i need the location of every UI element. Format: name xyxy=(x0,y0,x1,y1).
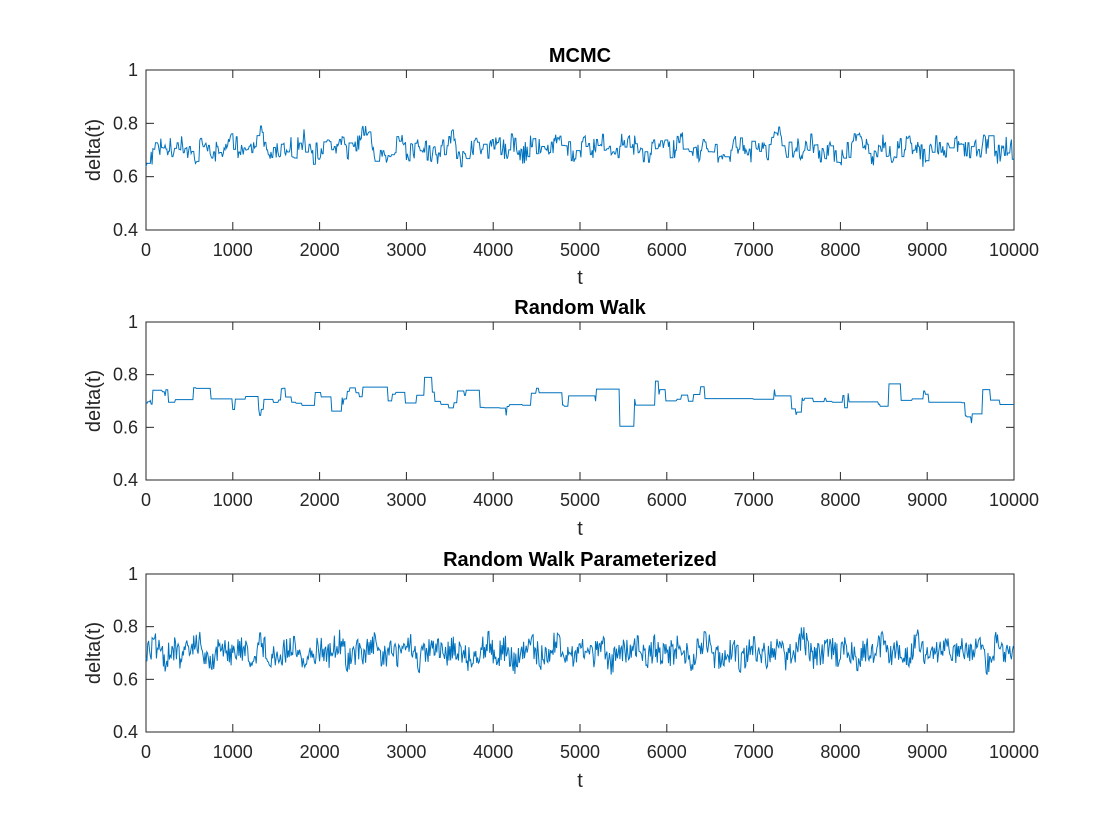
x-axis-label: t xyxy=(577,267,583,289)
y-tick-label: 1 xyxy=(128,312,138,332)
tick-layer: 0 1000 2000 3000 4000 5000 6000 7000 8000 9000 100… xyxy=(113,312,1039,510)
x-tick-label: 2000 xyxy=(300,240,340,260)
x-tick-label: 3000 xyxy=(386,240,426,260)
y-axis-label: delta(t) xyxy=(83,622,105,684)
x-tick-label: 1000 xyxy=(213,240,253,260)
y-tick-label: 0.6 xyxy=(113,669,138,689)
subplot-title: Random Walk Parameterized xyxy=(443,549,717,571)
tick-layer: 0 1000 2000 3000 4000 5000 6000 7000 8000 9000 100… xyxy=(113,564,1039,762)
x-tick-label: 10000 xyxy=(989,240,1039,260)
x-axis-label: t xyxy=(577,770,583,792)
x-tick-label: 2000 xyxy=(300,742,340,762)
y-axis-label: delta(t) xyxy=(83,119,105,181)
x-tick-label: 9000 xyxy=(907,490,947,510)
x-tick-label: 4000 xyxy=(473,240,513,260)
series-line xyxy=(146,376,1014,427)
y-tick-label: 0.8 xyxy=(113,113,138,133)
x-tick-label: 4000 xyxy=(473,490,513,510)
x-tick-label: 8000 xyxy=(820,490,860,510)
x-tick-label: 10000 xyxy=(989,742,1039,762)
subplot-random-walk-parameterized: Random Walk Parameterized 0 1000 2000 3000 4… xyxy=(83,549,1039,792)
series-line xyxy=(145,627,1015,675)
y-tick-label: 0.8 xyxy=(113,365,138,385)
y-tick-label: 0.4 xyxy=(113,470,138,490)
x-tick-label: 1000 xyxy=(213,490,253,510)
y-tick-label: 0.6 xyxy=(113,417,138,437)
y-tick-label: 0.4 xyxy=(113,220,138,240)
x-tick-label: 1000 xyxy=(213,742,253,762)
plot-area xyxy=(145,573,1015,733)
x-tick-label: 9000 xyxy=(907,240,947,260)
plot-area xyxy=(145,69,1015,231)
x-tick-label: 7000 xyxy=(734,240,774,260)
x-tick-label: 9000 xyxy=(907,742,947,762)
y-tick-label: 1 xyxy=(128,564,138,584)
subplot-title: MCMC xyxy=(549,45,611,67)
x-tick-label: 5000 xyxy=(560,240,600,260)
y-tick-label: 0.6 xyxy=(113,167,138,187)
x-tick-label: 6000 xyxy=(647,240,687,260)
x-tick-label: 8000 xyxy=(820,240,860,260)
subplot-title: Random Walk xyxy=(514,297,646,319)
y-tick-label: 1 xyxy=(128,60,138,80)
y-tick-label: 0.8 xyxy=(113,617,138,637)
x-tick-label: 5000 xyxy=(560,742,600,762)
x-tick-label: 7000 xyxy=(734,742,774,762)
x-axis-label: t xyxy=(577,518,583,540)
y-tick-label: 0.4 xyxy=(113,722,138,742)
x-tick-label: 6000 xyxy=(647,490,687,510)
y-axis-label: delta(t) xyxy=(83,370,105,432)
x-tick-label: 3000 xyxy=(386,490,426,510)
x-tick-label: 6000 xyxy=(647,742,687,762)
x-tick-label: 5000 xyxy=(560,490,600,510)
series-line xyxy=(145,125,1015,168)
x-tick-label: 0 xyxy=(141,490,151,510)
x-tick-label: 0 xyxy=(141,742,151,762)
x-tick-label: 10000 xyxy=(989,490,1039,510)
subplot-mcmc: MCMC 0 1000 2000 3000 4000 5000 6000 7000 8000 90… xyxy=(83,45,1039,289)
tick-layer: 0 1000 2000 3000 4000 5000 6000 7000 8000 9000 100… xyxy=(113,60,1039,260)
subplot-random-walk: Random Walk 0 1000 2000 3000 4000 5000 6000 700… xyxy=(83,297,1039,540)
x-tick-label: 3000 xyxy=(386,742,426,762)
x-tick-label: 4000 xyxy=(473,742,513,762)
x-tick-label: 0 xyxy=(141,240,151,260)
x-tick-label: 7000 xyxy=(734,490,774,510)
x-tick-label: 2000 xyxy=(300,490,340,510)
plot-area xyxy=(145,321,1015,481)
x-tick-label: 8000 xyxy=(820,742,860,762)
